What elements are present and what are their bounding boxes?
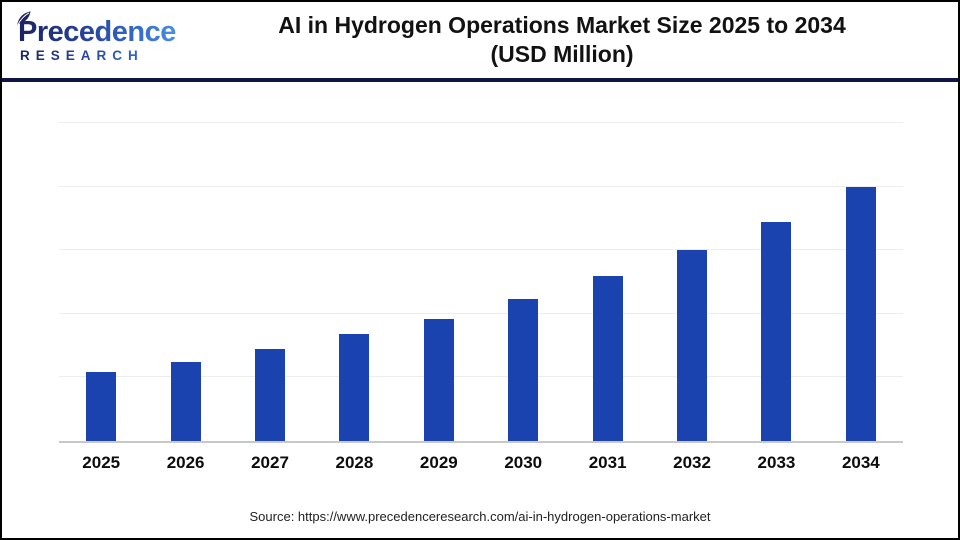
- leaf-icon: [17, 11, 31, 26]
- precedence-research-logo: Precedence RESEARCH: [2, 11, 192, 63]
- header-divider: [2, 78, 958, 82]
- x-axis-label-2030: 2030: [504, 453, 543, 472]
- x-axis-label-2034: 2034: [841, 453, 880, 472]
- bar-slot-2026: [143, 362, 227, 441]
- gridline: [59, 249, 903, 251]
- bar-2026: [170, 362, 201, 441]
- bar-slot-2028: [312, 334, 396, 441]
- x-axis-line: [59, 441, 903, 443]
- bar-2031: [592, 275, 623, 441]
- source-text: Source: https://www.precedenceresearch.c…: [249, 509, 711, 524]
- gridline: [59, 376, 903, 378]
- x-axis-label-2028: 2028: [335, 453, 374, 472]
- bar-2025: [86, 372, 117, 441]
- x-axis-label-2029: 2029: [419, 453, 458, 472]
- logo-wordmark: Precedence: [18, 16, 192, 47]
- chart-title-line1: AI in Hydrogen Operations Market Size 20…: [278, 11, 846, 38]
- x-axis-label-2025: 2025: [82, 453, 121, 472]
- gridline: [59, 185, 903, 187]
- bar-2027: [255, 349, 286, 441]
- x-axis-label-2031: 2031: [588, 453, 627, 472]
- bar-slot-2029: [397, 318, 481, 441]
- header: Precedence RESEARCH AI in Hydrogen Opera…: [2, 2, 958, 78]
- bar-slot-2025: [59, 372, 143, 441]
- gridline: [59, 312, 903, 314]
- x-axis: 2025 2026 2027 2028 2029 2030 2031 2032 2033 2034: [59, 453, 903, 473]
- bar-2028: [339, 334, 370, 441]
- bar-slot-2027: [228, 349, 312, 441]
- bar-2033: [761, 222, 792, 441]
- x-axis-label-2026: 2026: [166, 453, 205, 472]
- plot-area: [59, 95, 903, 441]
- chart-title: AI in Hydrogen Operations Market Size 20…: [192, 11, 958, 70]
- bar-slot-2031: [565, 275, 649, 441]
- x-axis-label-2033: 2033: [757, 453, 796, 472]
- x-axis-label-2032: 2032: [673, 453, 711, 472]
- bar-2030: [508, 298, 539, 441]
- bars: [59, 95, 903, 441]
- bar-slot-2030: [481, 298, 565, 441]
- bar-2032: [677, 250, 708, 441]
- bar-slot-2033: [734, 222, 818, 441]
- bar-2029: [423, 318, 454, 441]
- gridline: [59, 122, 903, 123]
- logo-subtitle: RESEARCH: [18, 48, 192, 63]
- bar-slot-2034: [819, 186, 903, 441]
- bar-2034: [845, 186, 876, 441]
- bar-chart: 2025 2026 2027 2028 2029 2030 2031 2032 2033 2034: [2, 95, 958, 473]
- x-axis-label-2027: 2027: [251, 453, 289, 472]
- bar-slot-2032: [650, 250, 734, 441]
- footer: Source: https://www.precedenceresearch.c…: [2, 509, 958, 524]
- chart-title-line2: (USD Million): [490, 41, 634, 67]
